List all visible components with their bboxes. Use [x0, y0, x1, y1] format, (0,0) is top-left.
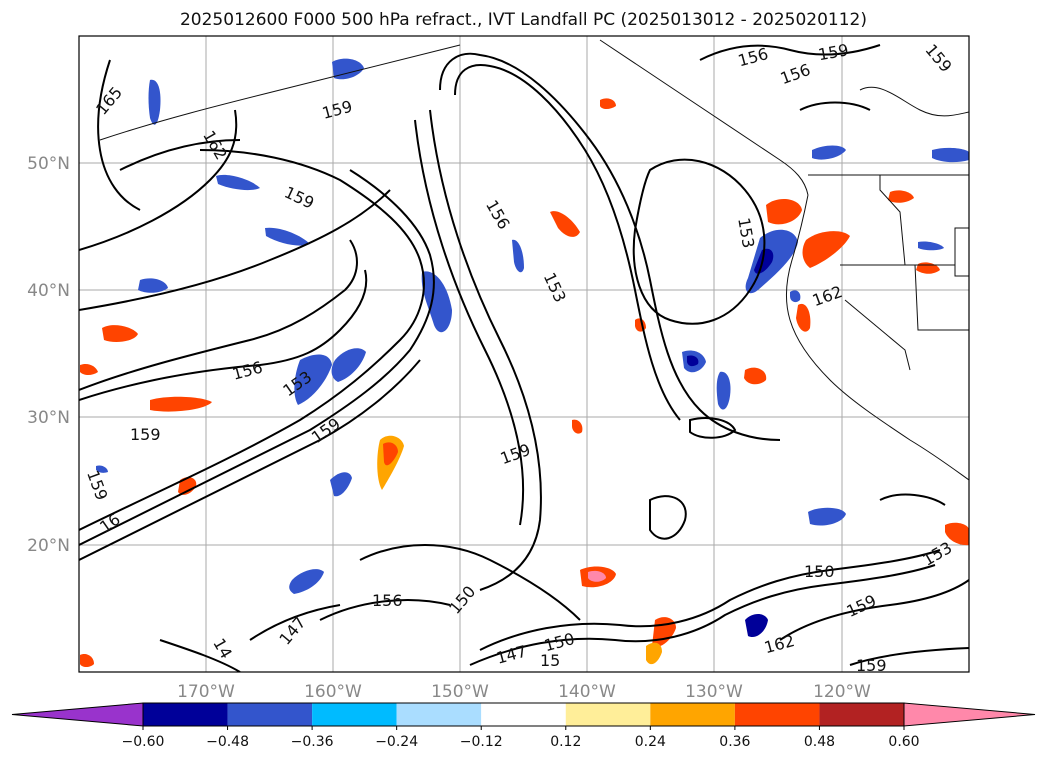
lat-label: 50°N: [27, 154, 70, 174]
contour-label: 150: [804, 562, 835, 581]
lat-label: 40°N: [27, 281, 70, 301]
chart-title: 2025012600 F000 500 hPa refract., IVT La…: [179, 10, 867, 30]
colorbar: −0.60 −0.48 −0.36 −0.24 −0.12 0.12 0.24 0.36 0.4…: [11, 702, 1036, 750]
gridlines: [79, 36, 969, 672]
colorbar-tick-label: −0.48: [206, 734, 249, 750]
colorbar-tick-label: 0.36: [719, 734, 750, 750]
colorbar-segment: [565, 703, 651, 726]
colorbar-tick-label: −0.36: [291, 734, 334, 750]
colorbar-segment: [312, 703, 397, 726]
contour-label: 159: [856, 656, 887, 675]
longitude-labels: 170°W 160°W 150°W 140°W 130°W 120°W: [177, 682, 871, 702]
colorbar-tick-label: −0.60: [122, 734, 165, 750]
colorbar-segment: [227, 703, 313, 726]
colorbar-tick-label: 0.24: [635, 734, 666, 750]
lon-label: 160°W: [304, 682, 362, 702]
colorbar-segment: [481, 703, 566, 726]
colorbar-tick-label: 0.12: [550, 734, 581, 750]
colorbar-segment: [143, 703, 228, 726]
contour-lines: [79, 44, 969, 672]
map-frame: [78, 35, 970, 673]
contour-label: 15: [540, 651, 560, 670]
lon-label: 140°W: [558, 682, 616, 702]
colorbar-segment: [734, 703, 820, 726]
lat-label: 20°N: [27, 536, 70, 556]
colorbar-segment: [396, 703, 482, 726]
coastlines-borders: [99, 39, 969, 481]
latitude-labels: 50°N 40°N 30°N 20°N: [27, 154, 70, 556]
colorbar-tick-label: −0.24: [375, 734, 418, 750]
lon-label: 150°W: [431, 682, 489, 702]
colorbar-extend-right: [903, 702, 1036, 727]
colorbar-frame: [142, 702, 905, 727]
colorbar-tick-label: −0.12: [460, 734, 503, 750]
lat-label: 30°N: [27, 408, 70, 428]
lon-label: 170°W: [177, 682, 235, 702]
lon-label: 120°W: [813, 682, 871, 702]
colorbar-segment: [650, 703, 735, 726]
colorbar-segment: [819, 703, 904, 726]
map-area: [79, 36, 969, 672]
filled-anomaly-patches: [80, 58, 969, 667]
lon-label: 130°W: [685, 682, 743, 702]
colorbar-extend-left: [11, 702, 144, 727]
contour-label: 159: [130, 425, 161, 444]
colorbar-tick-label: 0.48: [804, 734, 835, 750]
colorbar-tick-label: 0.60: [888, 734, 919, 750]
contour-label: 156: [372, 591, 403, 610]
